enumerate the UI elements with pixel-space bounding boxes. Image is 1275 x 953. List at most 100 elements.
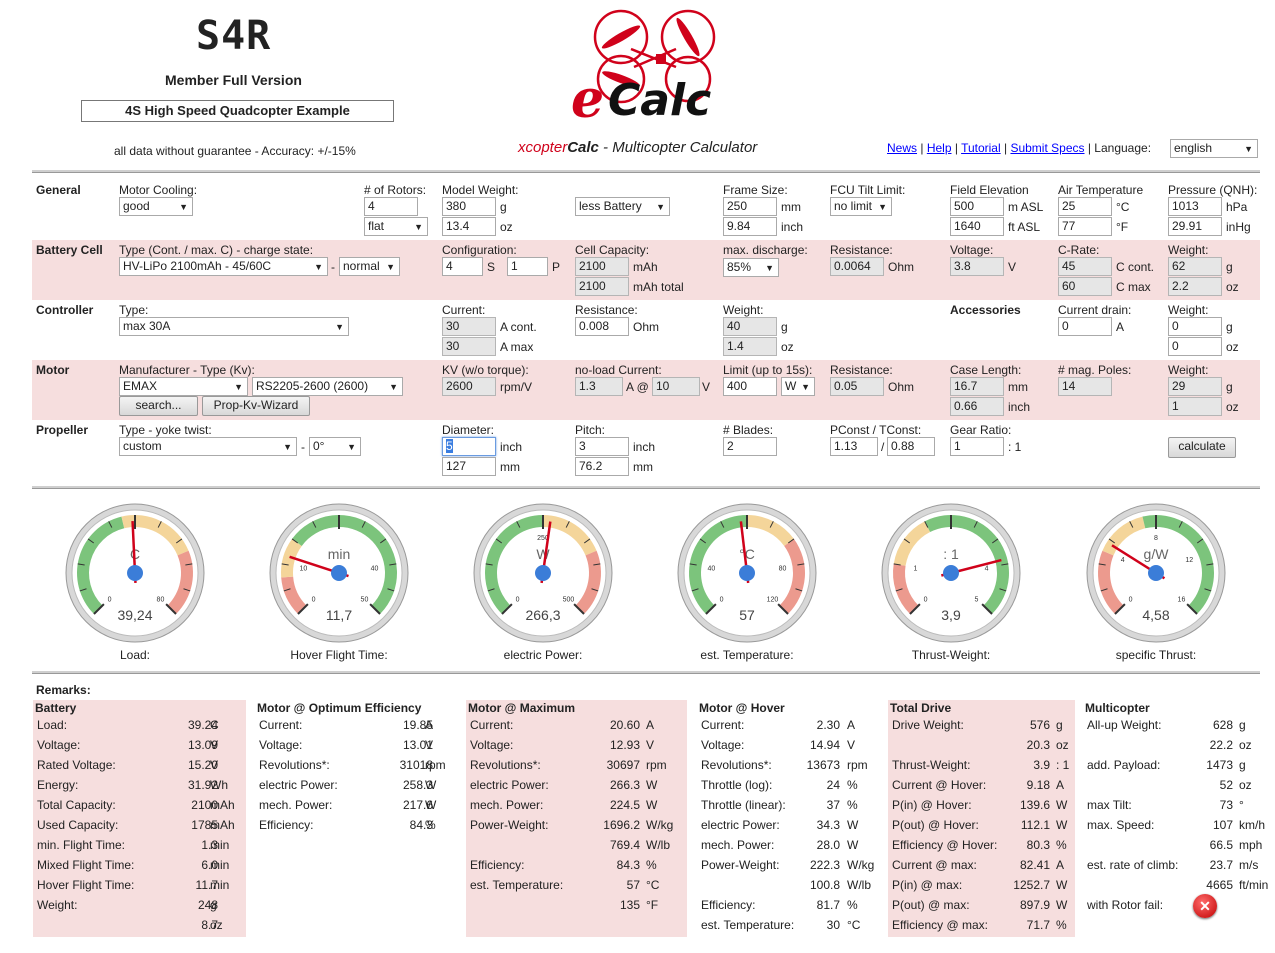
remark-value: 769.4 bbox=[609, 838, 640, 852]
yoke-twist-select[interactable]: 0° bbox=[309, 437, 361, 456]
charge-state-select[interactable]: normal bbox=[339, 257, 400, 276]
model-weight-oz-input[interactable]: 13.4 bbox=[442, 217, 496, 236]
pitch-inch-input[interactable]: 3 bbox=[575, 437, 629, 456]
version-label: Member Full Version bbox=[165, 72, 302, 88]
gear-ratio-label: Gear Ratio: bbox=[950, 423, 1012, 437]
elevation-ft-input[interactable]: 1640 bbox=[950, 217, 1004, 236]
help-link[interactable]: Help bbox=[926, 141, 952, 155]
motor-mfr-label: Manufacturer - Type (Kv): bbox=[119, 363, 255, 377]
limit-unit-select[interactable]: W bbox=[781, 377, 815, 396]
remark-value: 897.9 bbox=[1019, 898, 1050, 912]
cells-s-input[interactable]: 4 bbox=[442, 257, 483, 276]
news-link[interactable]: News bbox=[887, 141, 918, 155]
remark-unit: W bbox=[646, 778, 658, 792]
fcu-tilt-select[interactable]: no limit bbox=[830, 197, 892, 216]
submit-specs-link[interactable]: Submit Specs bbox=[1010, 141, 1085, 155]
elevation-m-input[interactable]: 500 bbox=[950, 197, 1004, 216]
gauge-tick bbox=[1114, 603, 1126, 615]
remark-label: Voltage: bbox=[470, 738, 514, 752]
motor-resistance-value: 0.05 bbox=[830, 377, 884, 396]
gauge-tick bbox=[705, 603, 717, 615]
unit-v: V bbox=[1008, 260, 1017, 274]
remark-value: 39.24 bbox=[187, 718, 218, 732]
remark-unit: A bbox=[425, 718, 434, 732]
mag-poles-value: 14 bbox=[1058, 377, 1112, 396]
tutorial-link[interactable]: Tutorial bbox=[961, 141, 1001, 155]
gauge-zone bbox=[292, 515, 397, 615]
remark-value: 222.3 bbox=[809, 858, 840, 872]
gauge-label: Hover Flight Time: bbox=[290, 648, 388, 662]
gauge-tick bbox=[312, 521, 317, 528]
diameter-mm-input[interactable]: 127 bbox=[442, 457, 496, 476]
motor-type-select[interactable]: RS2205-2600 (2600) bbox=[252, 377, 403, 396]
pitch-mm-input[interactable]: 76.2 bbox=[575, 457, 629, 476]
pconst-tconst-label: PConst / TConst: bbox=[830, 423, 922, 437]
frame-inch-input[interactable]: 9.84 bbox=[723, 217, 777, 236]
tconst-input[interactable]: 0.88 bbox=[887, 437, 935, 456]
config-label: Configuration: bbox=[442, 243, 517, 257]
pressure-hpa-input[interactable]: 1013 bbox=[1168, 197, 1222, 216]
motor-manufacturer-select[interactable]: EMAX bbox=[119, 377, 248, 396]
remark-value: 57 bbox=[626, 878, 640, 892]
controller-resistance-input[interactable]: 0.008 bbox=[575, 317, 629, 336]
accessory-weight-g-input[interactable]: 0 bbox=[1168, 317, 1222, 336]
unit-m-asl: m ASL bbox=[1008, 200, 1044, 214]
remark-unit: % bbox=[1056, 918, 1067, 932]
rotor-layout-select[interactable]: flat bbox=[364, 217, 428, 236]
weight-mode-select[interactable]: less Battery bbox=[575, 197, 670, 216]
remark-value: 22.2 bbox=[1209, 738, 1233, 752]
remark-value: 11.7 bbox=[195, 878, 218, 892]
remark-value: 9.18 bbox=[1026, 778, 1050, 792]
rotors-input[interactable]: 4 bbox=[364, 197, 418, 216]
model-weight-g-input[interactable]: 380 bbox=[442, 197, 496, 216]
diameter-inch-input[interactable]: 5 bbox=[442, 437, 496, 456]
motor-cooling-select[interactable]: good bbox=[119, 197, 193, 216]
gauge-tick bbox=[281, 563, 289, 566]
divider-top bbox=[32, 170, 1260, 173]
gear-ratio-input[interactable]: 1 bbox=[950, 437, 1004, 456]
language-select[interactable]: english bbox=[1170, 139, 1258, 158]
prop-type-select[interactable]: custom bbox=[119, 437, 297, 456]
unit-oz: oz bbox=[1226, 340, 1239, 354]
remark-value: 30697 bbox=[606, 758, 640, 772]
remark-label: mech. Power: bbox=[259, 798, 333, 812]
gauge-tick bbox=[79, 588, 87, 592]
gauge-tick bbox=[777, 603, 789, 615]
top-nav: News | Help | Tutorial | Submit Specs | … bbox=[887, 141, 1152, 155]
accessory-weight-label: Weight: bbox=[1168, 303, 1209, 317]
cells-p-input[interactable]: 1 bbox=[507, 257, 548, 276]
unit-a-cont: A cont. bbox=[500, 320, 537, 334]
gauge-tick-label: 10 bbox=[300, 565, 308, 572]
blades-input[interactable]: 2 bbox=[723, 437, 777, 456]
ecalc-logo-icon bbox=[593, 9, 716, 104]
air-temp-f-input[interactable]: 77 bbox=[1058, 217, 1112, 236]
calculate-button[interactable]: calculate bbox=[1168, 437, 1236, 458]
gauge-tick bbox=[1001, 563, 1009, 566]
remark-value: 23.7 bbox=[1209, 858, 1233, 872]
battery-weight-g-value: 62 bbox=[1168, 257, 1222, 276]
unit-mm: mm bbox=[1008, 380, 1028, 394]
gauge-tick-label: 5 bbox=[975, 596, 979, 603]
limit-input[interactable]: 400 bbox=[723, 377, 777, 396]
gauge-tick bbox=[157, 521, 162, 528]
no-load-voltage-value: 10 bbox=[652, 377, 700, 396]
current-drain-input[interactable]: 0 bbox=[1058, 317, 1112, 336]
prop-kv-wizard-button[interactable]: Prop-Kv-Wizard bbox=[202, 396, 310, 416]
gauge-tick bbox=[1098, 563, 1106, 566]
controller-type-select[interactable]: max 30A bbox=[119, 317, 349, 336]
gauge-tick-label: 80 bbox=[157, 596, 165, 603]
gauge-tick bbox=[1178, 521, 1183, 528]
remark-value: 34.3 bbox=[816, 818, 840, 832]
air-temp-c-input[interactable]: 25 bbox=[1058, 197, 1112, 216]
gauge-tick bbox=[1100, 588, 1108, 592]
gauge-tick-label: 12 bbox=[1185, 557, 1193, 564]
accessory-weight-oz-input[interactable]: 0 bbox=[1168, 337, 1222, 356]
remark-unit: mph bbox=[1239, 838, 1263, 852]
max-discharge-select[interactable]: 85% bbox=[723, 258, 779, 277]
remark-label: P(out) @ Hover: bbox=[892, 818, 979, 832]
pconst-input[interactable]: 1.13 bbox=[830, 437, 878, 456]
pressure-inhg-input[interactable]: 29.91 bbox=[1168, 217, 1222, 236]
battery-type-select[interactable]: HV-LiPo 2100mAh - 45/60C bbox=[119, 257, 328, 276]
frame-mm-input[interactable]: 250 bbox=[723, 197, 777, 216]
motor-search-button[interactable]: search... bbox=[119, 396, 198, 416]
